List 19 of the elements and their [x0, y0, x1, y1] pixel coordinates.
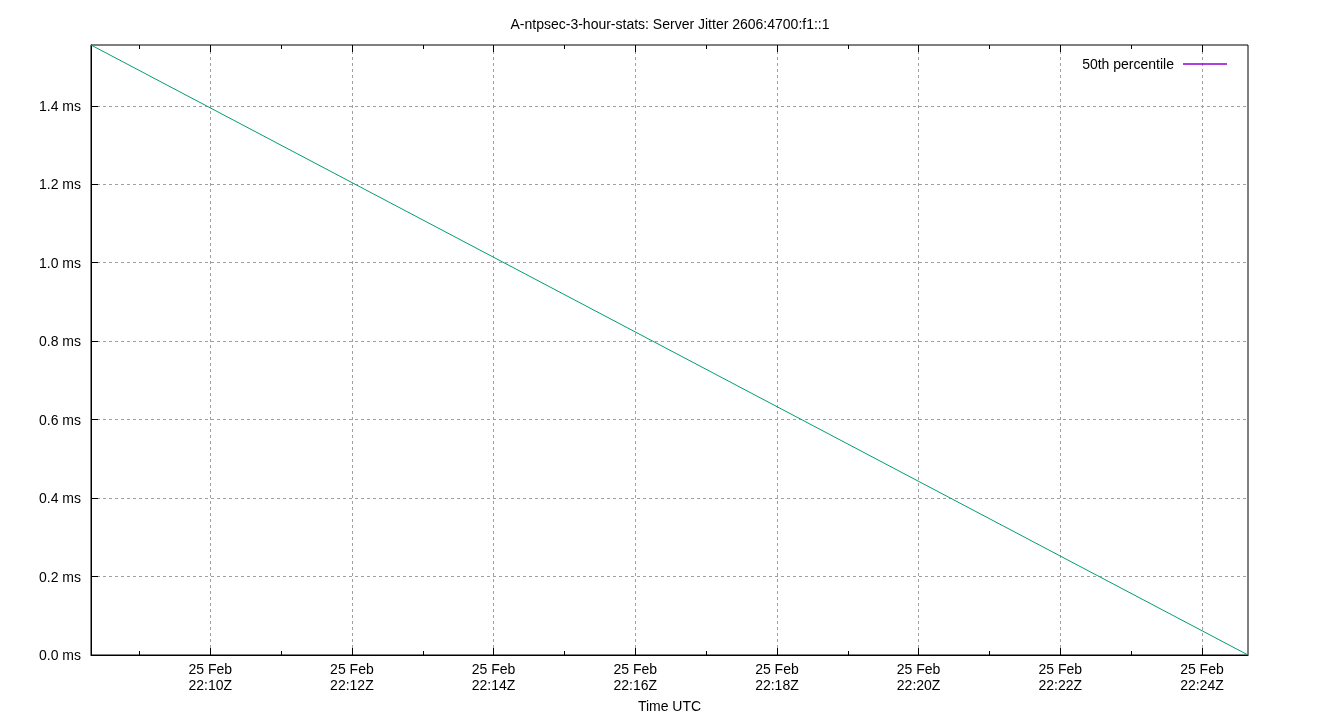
x-tick-label: 25 Feb 22:16Z: [613, 661, 658, 693]
x-tick-label: 25 Feb 22:14Z: [471, 661, 516, 693]
y-tick-label: 1.0 ms: [38, 254, 81, 271]
x-axis-title: Time UTC: [637, 698, 702, 714]
y-tick-label: 0.6 ms: [38, 411, 81, 428]
y-tick-label: 0.2 ms: [38, 568, 81, 585]
x-tick-label: 25 Feb 22:24Z: [1180, 661, 1225, 693]
x-tick-label: 25 Feb 22:12Z: [330, 661, 375, 693]
x-tick-label: 25 Feb 22:22Z: [1038, 661, 1083, 693]
x-tick-label: 25 Feb 22:20Z: [896, 661, 941, 693]
legend-label: 50th percentile: [1082, 56, 1175, 72]
y-tick-label: 1.4 ms: [38, 97, 81, 114]
y-tick-label: 0.8 ms: [38, 333, 81, 350]
y-tick-label: 0.4 ms: [38, 490, 81, 507]
x-tick-label: 25 Feb 22:10Z: [188, 661, 233, 693]
x-tick-label: 25 Feb 22:18Z: [755, 661, 800, 693]
y-tick-label: 0.0 ms: [38, 647, 81, 663]
chart-title: A-ntpsec-3-hour-stats: Server Jitter 2606:4700:f1::1: [510, 16, 830, 32]
y-tick-label: 1.2 ms: [38, 176, 81, 193]
